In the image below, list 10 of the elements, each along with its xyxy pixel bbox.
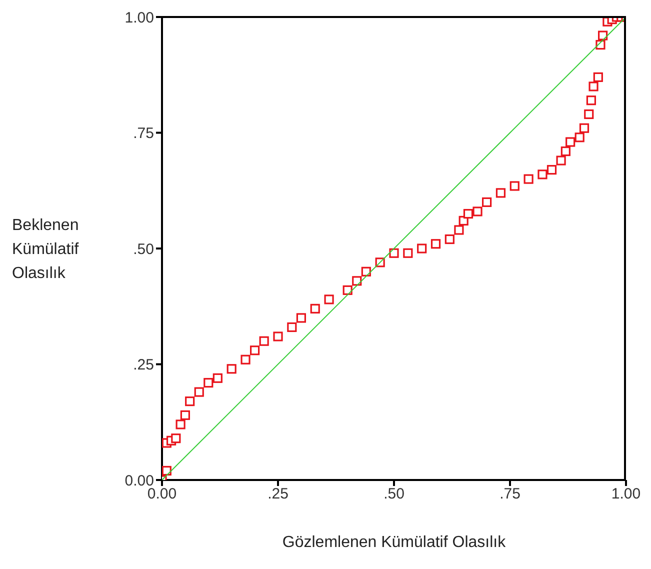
y-tick-label: 1.00 bbox=[124, 9, 154, 26]
x-tick-label: .25 bbox=[268, 486, 288, 503]
y-tick-label: .50 bbox=[133, 240, 154, 258]
y-tick-label: .75 bbox=[133, 125, 154, 142]
x-tick-label: 1.00 bbox=[611, 486, 641, 503]
y-tick-label: .25 bbox=[133, 356, 154, 374]
y-axis-title: Beklenen Kümülatif Olasılık bbox=[12, 217, 80, 282]
x-tick-label: .50 bbox=[384, 486, 404, 503]
x-tick-label: .75 bbox=[500, 486, 520, 503]
x-axis-title: Gözlemlenen Kümülatif Olasılık bbox=[282, 534, 507, 551]
